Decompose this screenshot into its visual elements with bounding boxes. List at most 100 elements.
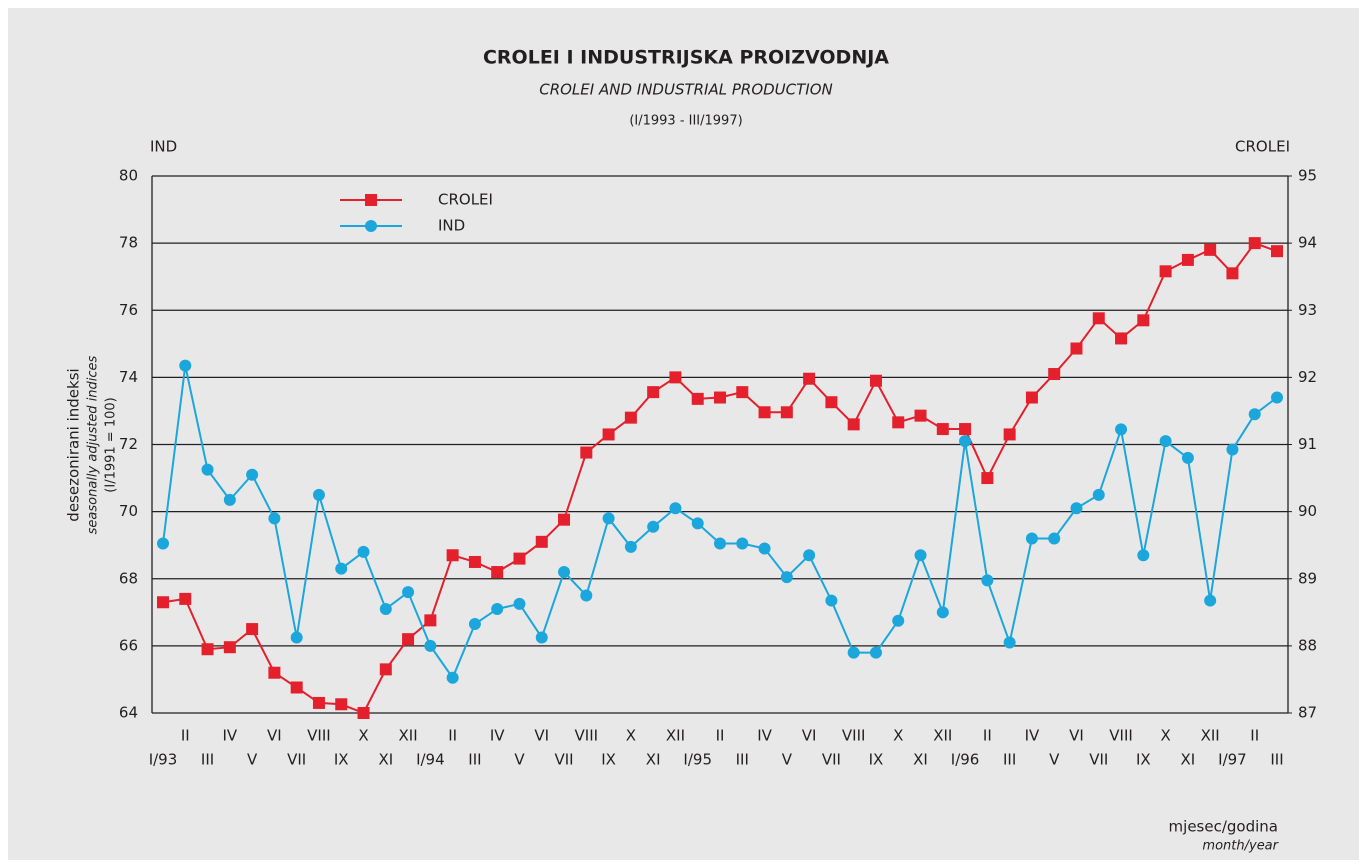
marker — [691, 517, 704, 530]
y2-axis-name: CROLEI — [1235, 138, 1290, 156]
marker — [1248, 237, 1261, 250]
marker — [1137, 314, 1150, 327]
y-tick-label: 64 — [119, 704, 138, 722]
x-tick-label: XII — [666, 727, 685, 745]
marker — [312, 488, 325, 501]
marker — [157, 596, 169, 609]
marker — [1159, 265, 1172, 278]
x-tick-label: III — [201, 751, 214, 769]
x-tick-label: VI — [267, 727, 282, 745]
marker — [1204, 243, 1217, 256]
x-tick-label: I/96 — [951, 751, 980, 769]
marker — [1181, 253, 1194, 266]
x-label-en: month/year — [1202, 839, 1279, 854]
marker — [847, 646, 860, 659]
x-tick-label: II — [1250, 727, 1259, 745]
x-tick-label: I/95 — [683, 751, 712, 769]
marker — [847, 418, 860, 431]
marker — [981, 472, 994, 485]
x-tick-label: VIII — [1109, 727, 1133, 745]
marker — [1048, 532, 1061, 545]
x-tick-label: XI — [378, 751, 393, 769]
marker — [1003, 636, 1016, 649]
marker — [1025, 391, 1038, 404]
x-tick-label: X — [893, 727, 903, 745]
marker — [535, 535, 548, 548]
marker — [580, 589, 593, 602]
marker — [624, 540, 637, 553]
chart-subtitle: CROLEI AND INDUSTRIAL PRODUCTION — [539, 81, 833, 99]
y-label-base: (I/1991 = 100) — [104, 397, 119, 492]
marker — [892, 416, 905, 429]
x-tick-label: II — [181, 727, 190, 745]
marker — [446, 549, 459, 562]
marker — [424, 614, 437, 627]
x-tick-label: IV — [1025, 727, 1040, 745]
period: (I/1993 - III/1997) — [629, 114, 742, 129]
x-tick-label: III — [736, 751, 749, 769]
x-tick-label: IV — [222, 727, 237, 745]
marker — [892, 614, 905, 627]
marker — [491, 566, 504, 579]
x-tick-label: X — [1160, 727, 1170, 745]
y2-tick-label: 95 — [1298, 167, 1317, 185]
marker — [758, 542, 771, 555]
marker — [379, 602, 392, 615]
y-label-en: seasonally adjusted indices — [86, 355, 101, 534]
marker — [714, 537, 726, 550]
x-tick-label: IX — [1136, 751, 1151, 769]
marker — [223, 493, 236, 506]
chart-title: CROLEI I INDUSTRIJSKA PROIZVODNJA — [483, 47, 889, 69]
marker — [535, 631, 548, 644]
marker — [669, 502, 682, 515]
marker — [558, 566, 571, 579]
marker — [365, 220, 377, 232]
x-tick-label: VIII — [307, 727, 331, 745]
y2-tick-label: 90 — [1298, 502, 1317, 520]
marker — [290, 631, 303, 644]
x-tick-label: VI — [802, 727, 817, 745]
marker — [1181, 451, 1194, 464]
marker — [647, 520, 660, 533]
marker — [1115, 423, 1128, 436]
x-tick-label: IX — [601, 751, 616, 769]
x-tick-label: V — [782, 751, 793, 769]
marker — [1204, 594, 1217, 607]
marker — [157, 537, 169, 550]
marker — [468, 555, 481, 568]
marker — [602, 428, 615, 441]
marker — [179, 359, 192, 372]
marker — [803, 549, 816, 562]
x-tick-label: I/94 — [416, 751, 445, 769]
marker — [780, 406, 793, 419]
marker — [959, 435, 972, 448]
marker — [246, 468, 259, 481]
marker — [201, 643, 214, 656]
marker — [1226, 267, 1239, 280]
x-tick-label: VII — [822, 751, 841, 769]
y2-tick-label: 89 — [1298, 569, 1317, 587]
marker — [424, 639, 437, 652]
x-tick-label: IX — [334, 751, 349, 769]
x-tick-label: VII — [1089, 751, 1108, 769]
legend-label: IND — [438, 217, 465, 235]
marker — [758, 406, 771, 419]
marker — [602, 512, 615, 525]
y2-tick-label: 92 — [1298, 368, 1317, 386]
y2-tick-label: 91 — [1298, 435, 1317, 453]
marker — [491, 602, 504, 615]
marker — [914, 549, 927, 562]
y2-tick-label: 87 — [1298, 704, 1317, 722]
marker — [558, 513, 571, 526]
marker — [268, 666, 281, 679]
y-axis-title: desezonirani indeksi seasonally adjusted… — [65, 355, 119, 534]
marker — [780, 571, 793, 584]
y-tick-label: 66 — [119, 636, 138, 654]
background — [8, 8, 1359, 860]
y2-tick-label: 94 — [1298, 234, 1317, 252]
marker — [402, 586, 415, 599]
x-tick-label: X — [358, 727, 368, 745]
y-tick-label: 72 — [119, 435, 138, 453]
x-tick-label: IV — [490, 727, 505, 745]
